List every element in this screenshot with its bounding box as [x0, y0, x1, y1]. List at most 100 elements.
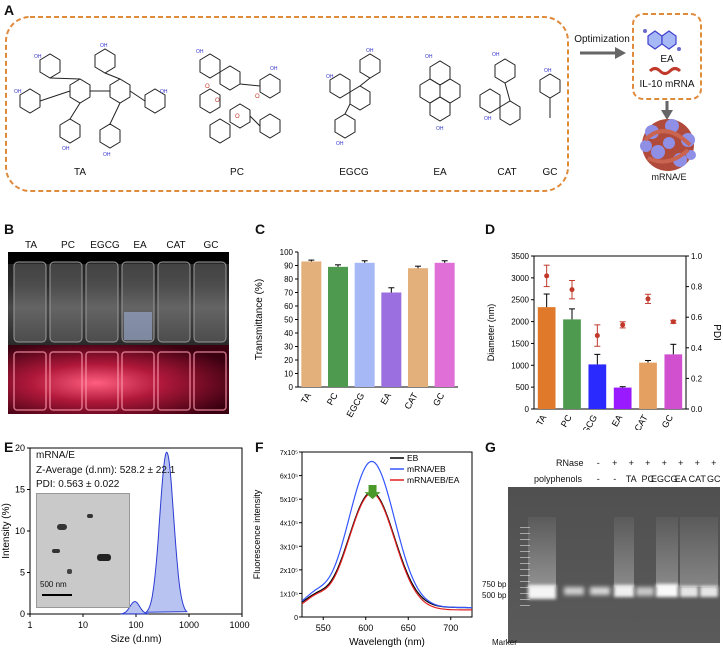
- c-bar-gc: [434, 262, 455, 387]
- svg-text:OH: OH: [196, 49, 204, 55]
- panel-label-c: C: [255, 221, 266, 237]
- d-ytick-label: 500: [516, 383, 530, 392]
- f-ytick-label: 4x10⁵: [280, 521, 298, 528]
- d-xtick-label: EGCG: [577, 413, 599, 430]
- vial-label-pc: PC: [61, 240, 75, 251]
- d-ylabel: Diameter (nm): [486, 304, 496, 362]
- label-pc: PC: [230, 167, 244, 178]
- e-pdi: PDI: 0.563 ± 0.022: [36, 479, 120, 490]
- f-ytick-label: 5x10⁵: [280, 497, 298, 504]
- nanoparticle: [640, 119, 696, 171]
- g-polyphenol-value: PC: [641, 474, 654, 484]
- g-750bp: 750 bp: [482, 580, 507, 589]
- f-arrow-icon: [364, 485, 381, 500]
- egcg-structure: [329, 53, 381, 139]
- d-xtick-label: PC: [559, 413, 574, 429]
- f-xtick-label: 550: [316, 623, 331, 633]
- g-rnase-value: +: [661, 458, 667, 468]
- label-ta: TA: [73, 167, 87, 178]
- label-ea: EA: [433, 167, 447, 178]
- g-rnase-value: +: [678, 458, 684, 468]
- d-y2tick-label: 0.4: [691, 344, 703, 353]
- c-xtick-label: PC: [325, 391, 340, 407]
- e-xtick-label: 1: [27, 620, 32, 630]
- d-y2tick-label: 0.6: [691, 313, 703, 322]
- d-pdi-point: [620, 322, 626, 328]
- e-peak-2: [144, 451, 188, 613]
- e-peak-1: [120, 601, 149, 615]
- c-xtick-label: TA: [299, 391, 313, 405]
- d-xtick-label: GC: [660, 413, 676, 430]
- e-xlabel: Size (d.nm): [110, 634, 161, 645]
- e-ytick-label: 0: [20, 609, 25, 619]
- d-pdi-point: [544, 273, 550, 279]
- d-xtick-label: CAT: [632, 413, 650, 430]
- c-ytick-label: 100: [280, 248, 294, 257]
- chart-c: 0 10 20 30 40 50 60 70 80 90 100 Transmittance (%) T…: [254, 248, 458, 419]
- f-frame: [301, 451, 473, 618]
- g-polyphenol-value: EA: [674, 474, 687, 484]
- e-ytick-label: 15: [15, 485, 25, 495]
- d-bar-egcg: [588, 364, 607, 409]
- c-bar-pc: [328, 266, 348, 387]
- f-xtick-label: 650: [401, 623, 416, 633]
- svg-text:OH: OH: [326, 74, 334, 80]
- g-polyphenol-value: EGCG: [650, 474, 678, 484]
- g-rnase-value: +: [711, 458, 717, 468]
- c-ytick-label: 50: [284, 316, 293, 325]
- g-polyphenols-label: polyphenols: [534, 474, 583, 484]
- c-bar-ta: [301, 261, 322, 387]
- svg-text:OH: OH: [103, 152, 111, 158]
- d-ytick-label: 2500: [511, 296, 529, 305]
- vial-label-egcg: EGCG: [90, 240, 120, 251]
- e-xtick-label: 10: [78, 620, 88, 630]
- d-bar-cat: [639, 362, 657, 409]
- svg-text:O: O: [205, 84, 210, 90]
- g-rnase-value: +: [612, 458, 618, 468]
- ta-structure: [19, 48, 166, 149]
- svg-text:O: O: [235, 114, 240, 120]
- d-pdi-point: [670, 319, 676, 325]
- c-ylabel: Transmittance (%): [254, 279, 265, 360]
- svg-text:O: O: [255, 94, 260, 100]
- g-rnase-label: RNase: [556, 458, 584, 468]
- g-polyphenol-value: CAT: [688, 474, 706, 484]
- ea-structure: [419, 60, 461, 122]
- svg-text:OH: OH: [34, 54, 42, 60]
- g-rnase-value: -: [596, 458, 600, 468]
- f-ytick-label: 0: [294, 615, 298, 622]
- complex-label: mRNA/E: [651, 172, 687, 182]
- vial-label-ea: EA: [133, 240, 147, 251]
- e-xtick-label: 100: [128, 620, 143, 630]
- molecule-box: [5, 16, 569, 192]
- svg-text:OH: OH: [336, 141, 344, 147]
- f-legend-label: mRNA/EB: [407, 464, 446, 474]
- f-xtick-label: 700: [443, 623, 458, 633]
- chart-f: 0 1x10⁵ 2x10⁵ 3x10⁵ 4x10⁵ 5x10⁵ 6x10⁵ 7x10⁵ 550 6…: [252, 450, 473, 648]
- tem-image: 500 nm: [36, 493, 130, 608]
- c-ytick-label: 70: [284, 289, 293, 298]
- scale-bar-label: 500 nm: [40, 580, 67, 589]
- vial-label-ta: TA: [24, 240, 38, 251]
- g-polyphenol-values: - - TA PC EGCG EA CAT GC: [590, 474, 721, 486]
- svg-text:OH: OH: [14, 89, 22, 95]
- d-xtick-label: TA: [534, 413, 548, 427]
- result-box: [632, 13, 702, 100]
- d-y2tick-label: 0.0: [691, 405, 703, 414]
- d-bar-ea: [613, 387, 632, 409]
- optimization-label: Optimization: [574, 34, 630, 45]
- f-series-1: [301, 460, 472, 609]
- c-ytick-label: 60: [284, 302, 293, 311]
- d-ytick-label: 2000: [511, 318, 529, 327]
- d-xtick-label: EA: [610, 413, 625, 428]
- panel-label-a: A: [4, 2, 15, 18]
- e-xtick-label: 1000: [179, 620, 199, 630]
- g-rnase-values: - + + + + + + +: [590, 458, 720, 470]
- c-bar-ea: [381, 292, 402, 387]
- f-series-2: [301, 492, 472, 611]
- d-pdi-point: [594, 333, 600, 339]
- gc-structure: [539, 73, 561, 118]
- c-ytick-label: 90: [284, 262, 293, 271]
- svg-text:OH: OH: [436, 126, 444, 132]
- il10-mrna-label: IL-10 mRNA: [639, 79, 695, 90]
